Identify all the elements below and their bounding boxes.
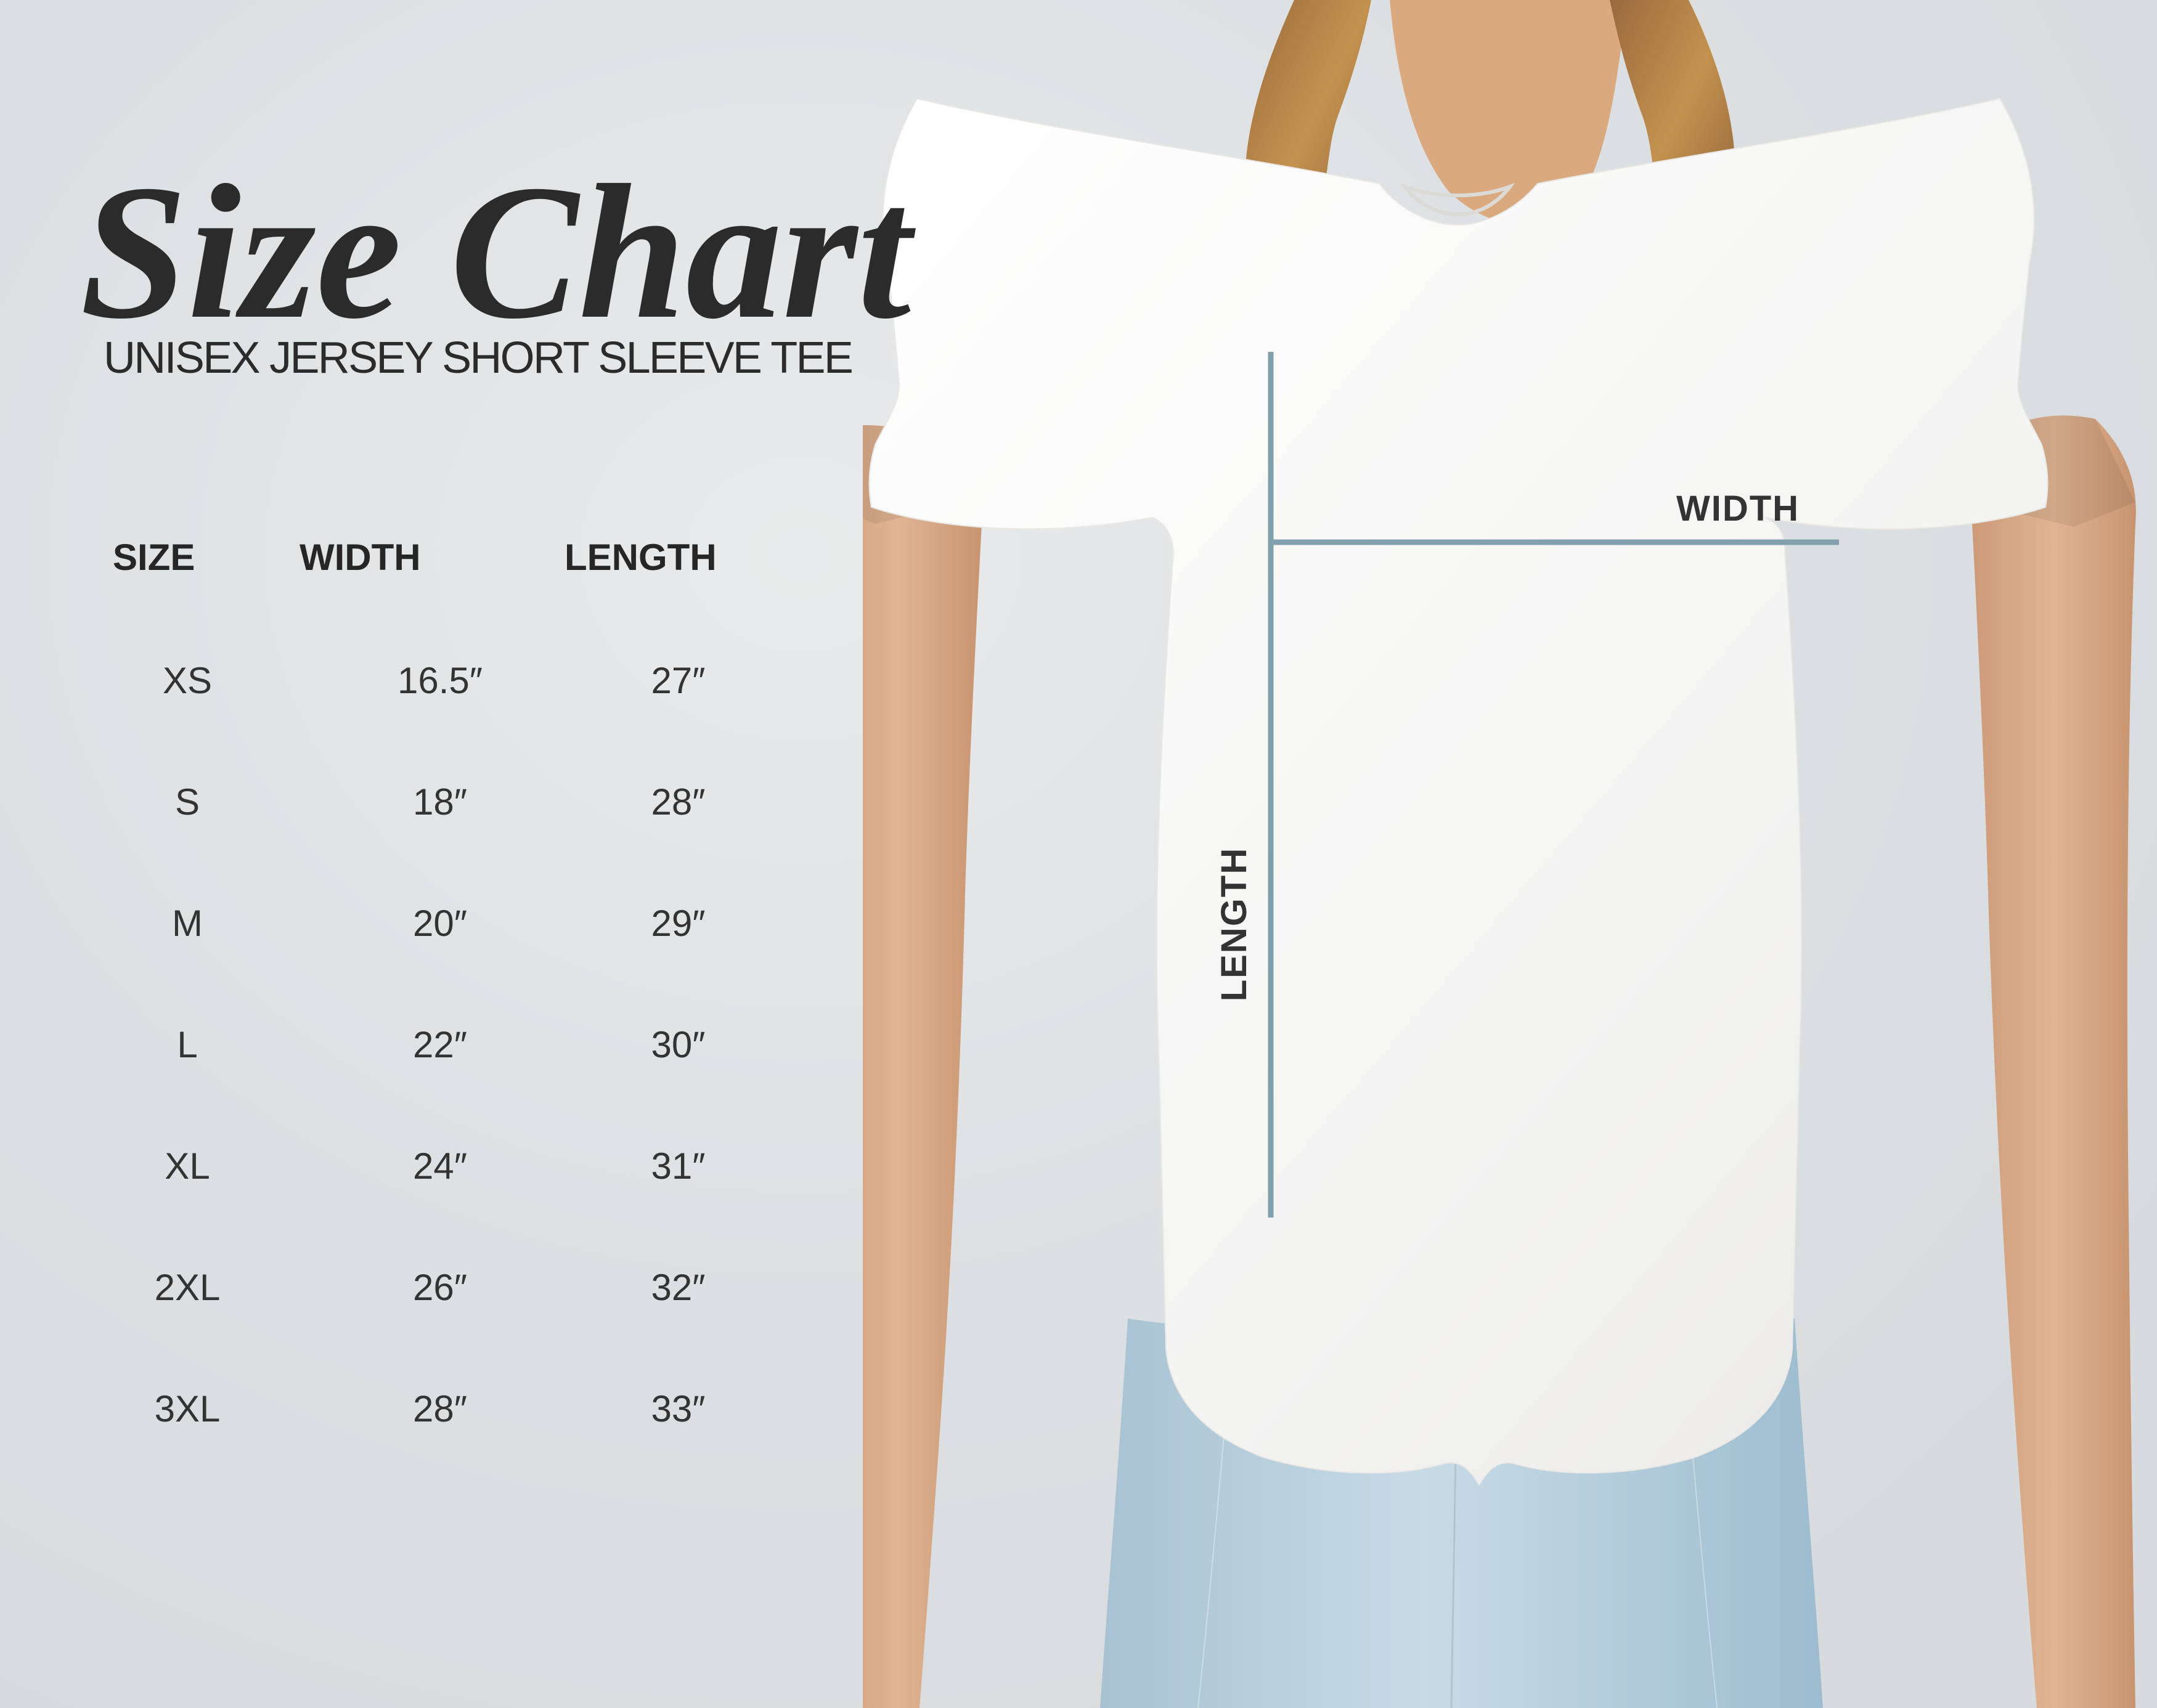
svg-text:LENGTH: LENGTH	[1214, 847, 1254, 1001]
svg-text:WIDTH: WIDTH	[1676, 489, 1800, 529]
